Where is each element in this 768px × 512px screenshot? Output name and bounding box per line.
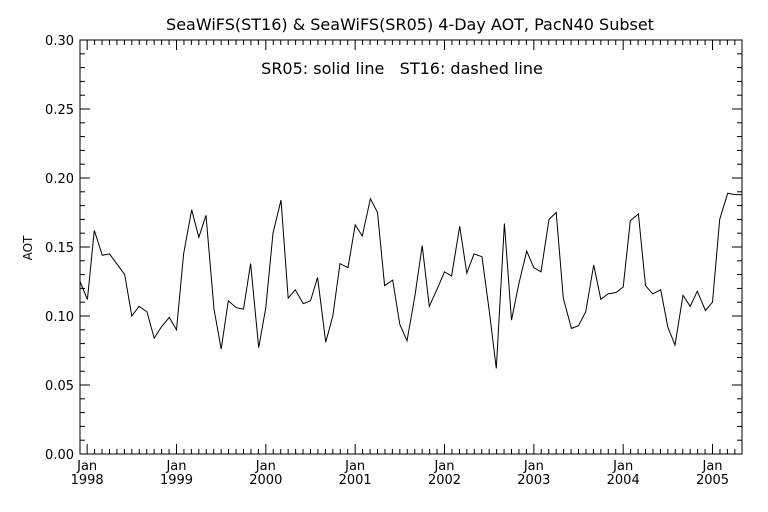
x-tick-year-label: 2001 [339,473,372,488]
series-line-sr05 [79,192,742,369]
plot-frame [79,39,743,455]
x-tick-month-label: Jan [255,459,276,474]
y-tick-label: 0.30 [45,34,74,49]
line-style-annotation: SR05: solid line ST16: dashed line [261,59,543,78]
x-tick-year-label: 2002 [428,473,461,488]
y-tick-label: 0.15 [45,241,74,256]
x-tick-month-label: Jan [433,459,454,474]
series-layer [79,192,742,369]
x-tick-year-label: 2003 [517,473,550,488]
x-axis-ticks: Jan1998Jan1999Jan2000Jan2001Jan2002Jan20… [71,40,736,488]
chart-title: SeaWiFS(ST16) & SeaWiFS(SR05) 4-Day AOT,… [166,15,654,34]
y-axis-ticks: 0.00 0.05 0.10 0.15 0.20 0.25 0.30 [45,34,742,463]
x-tick-year-label: 2004 [607,473,640,488]
x-tick-year-label: 1998 [71,473,104,488]
x-tick-month-label: Jan [612,459,633,474]
x-tick-year-label: 2000 [249,473,282,488]
y-tick-label: 0.20 [45,172,74,187]
y-tick-label: 0.10 [45,310,74,325]
y-tick-label: 0.25 [45,103,74,118]
y-tick-label: 0.00 [45,448,74,463]
y-tick-label: 0.05 [45,379,74,394]
y-axis-label: AOT [21,235,35,260]
x-tick-month-label: Jan [344,459,365,474]
x-tick-month-label: Jan [701,459,722,474]
x-tick-year-label: 2005 [696,473,729,488]
x-tick-month-label: Jan [523,459,544,474]
x-tick-year-label: 1999 [160,473,193,488]
x-tick-month-label: Jan [76,459,97,474]
x-tick-month-label: Jan [165,459,186,474]
